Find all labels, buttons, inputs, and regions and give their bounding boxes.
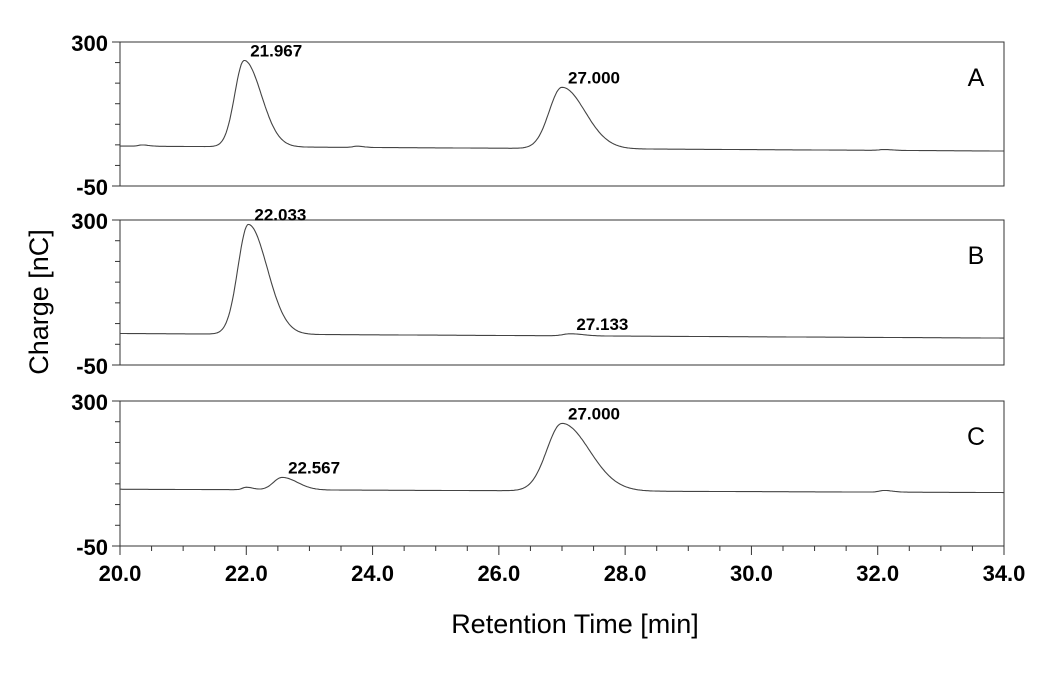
panel-a: 300 -50 21.967 27.000 A	[71, 31, 1005, 200]
y-tick-label: -50	[76, 175, 108, 200]
x-tick-label: 34.0	[983, 561, 1026, 586]
panel-frame	[119, 41, 1005, 187]
y-tick-label: 300	[71, 31, 108, 56]
peak-label: 27.000	[568, 404, 620, 423]
y-tick-label: -50	[76, 535, 108, 560]
series-line-c	[120, 422, 1004, 494]
series-line-b	[120, 223, 1004, 339]
x-tick-label: 30.0	[730, 561, 773, 586]
x-axis-title: Retention Time [min]	[451, 609, 699, 639]
y-tick-label: 300	[71, 390, 108, 415]
panel-frame	[119, 400, 1005, 547]
panel-b: 300 -50 22.033 27.133 B	[71, 205, 1005, 379]
peak-label: 27.000	[568, 68, 620, 87]
x-tick-label: 24.0	[351, 561, 394, 586]
panel-tag: C	[967, 423, 985, 451]
x-tick-label: 28.0	[604, 561, 647, 586]
panel-tag: A	[968, 64, 985, 92]
peak-label: 27.133	[576, 315, 628, 334]
x-tick-label: 26.0	[477, 561, 520, 586]
y-tick-label: 300	[71, 209, 108, 234]
panel-c: 300 -50 22.567 27.000 C	[71, 390, 1005, 560]
peak-label: 22.567	[288, 458, 340, 477]
y-axis-title: Charge [nC]	[24, 229, 54, 375]
x-axis: 20.0 22.0 24.0 26.0 28.0 30.0 32.0 34.0	[99, 546, 1026, 586]
y-tick-label: -50	[76, 354, 108, 379]
panel-tag: B	[968, 242, 985, 270]
x-tick-label: 32.0	[856, 561, 899, 586]
peak-label: 21.967	[250, 41, 302, 60]
series-line-a	[120, 59, 1004, 152]
panel-frame	[119, 219, 1005, 366]
x-tick-label: 20.0	[99, 561, 142, 586]
peak-label: 22.033	[254, 205, 306, 224]
x-tick-label: 22.0	[225, 561, 268, 586]
